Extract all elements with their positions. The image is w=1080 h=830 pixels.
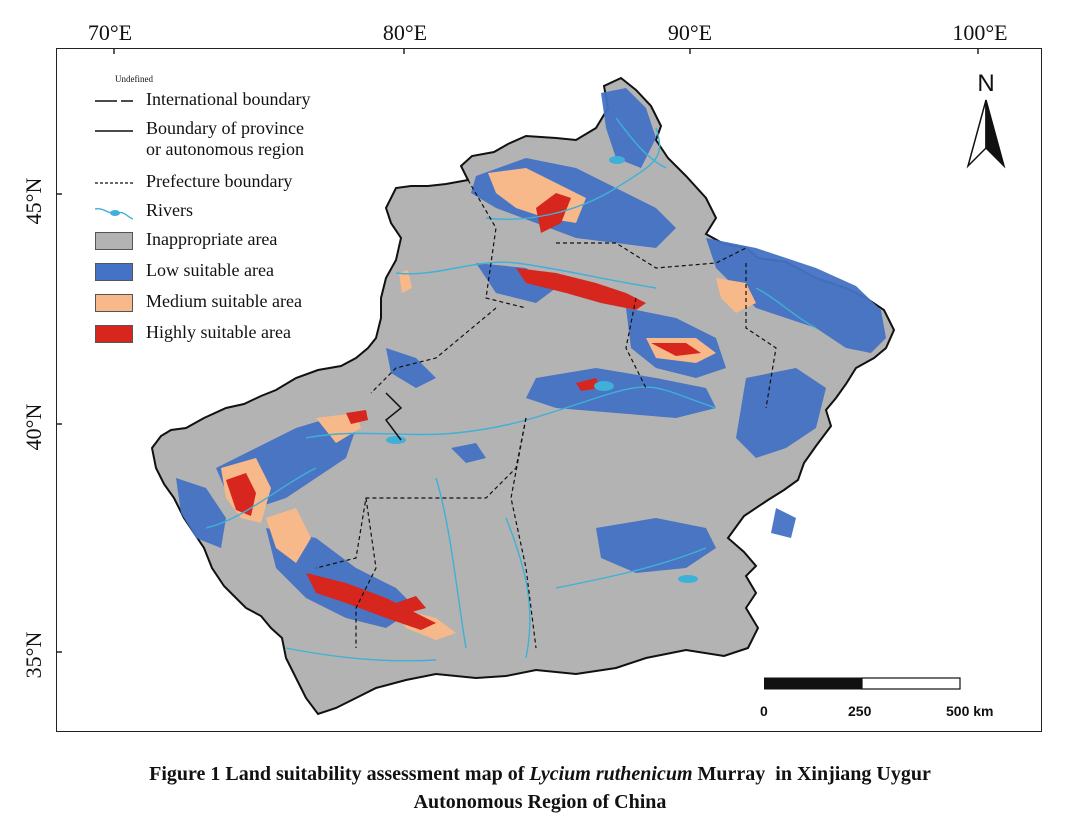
- scale-bar: 0 250 500 km: [760, 676, 1010, 726]
- figure-caption: Figure 1 Land suitability assessment map…: [0, 760, 1080, 816]
- lat-ticks: [56, 193, 62, 653]
- low-suitable-swatch: [95, 263, 133, 281]
- prefecture-boundaries: [315, 179, 777, 649]
- north-letter: N: [977, 70, 995, 97]
- caption-species: Lycium ruthenicum: [529, 763, 693, 785]
- lon-ticks: [113, 48, 979, 54]
- legend-label: Rivers: [146, 200, 193, 220]
- legend-undefined-note: Undefined: [115, 74, 153, 84]
- prefecture-boundary-symbol: [95, 182, 133, 184]
- legend-label: Medium suitable area: [146, 291, 302, 311]
- legend-label: Inappropriate area: [146, 229, 278, 249]
- rivers-symbol: [95, 207, 133, 220]
- international-boundary-symbol: [95, 100, 133, 102]
- caption-line-1: Figure 1 Land suitability assessment map…: [0, 760, 1080, 788]
- lon-label-100: 100°E: [952, 20, 1008, 45]
- legend-label: Prefecture boundary: [146, 171, 293, 191]
- lat-label-45: 45°N: [21, 177, 46, 225]
- lon-label-80: 80°E: [382, 20, 428, 45]
- lon-label-90: 90°E: [667, 20, 713, 45]
- province-boundary-symbol: [95, 130, 133, 132]
- legend-label: International boundary: [146, 89, 311, 109]
- legend-label: Low suitable area: [146, 260, 274, 280]
- north-arrow-icon: [966, 99, 1006, 169]
- caption-line-2: Autonomous Region of China: [413, 791, 667, 813]
- scale-bar-graphic: [764, 677, 961, 690]
- medium-suitable-swatch: [95, 294, 133, 312]
- north-arrow: N: [960, 70, 1012, 170]
- map-frame: [56, 48, 1042, 732]
- caption-pre: Figure 1 Land suitability assessment map…: [149, 763, 530, 785]
- highly-suitable-swatch: [95, 325, 133, 343]
- scale-label-500: 500 km: [946, 703, 994, 719]
- suitability-map: [56, 48, 979, 716]
- lat-label-40: 40°N: [21, 403, 46, 451]
- lon-label-70: 70°E: [87, 20, 133, 45]
- rivers: [205, 117, 817, 662]
- legend-label: Boundary of province or autonomous regio…: [146, 118, 304, 159]
- scale-label-0: 0: [760, 703, 768, 719]
- inappropriate-swatch: [95, 232, 133, 250]
- caption-post: Murray in Xinjiang Uygur: [692, 763, 931, 785]
- lat-label-35: 35°N: [21, 631, 46, 679]
- legend-label: Highly suitable area: [146, 322, 291, 342]
- province-boundary: [384, 392, 403, 441]
- lakes: [386, 156, 698, 583]
- scale-label-250: 250: [848, 703, 872, 719]
